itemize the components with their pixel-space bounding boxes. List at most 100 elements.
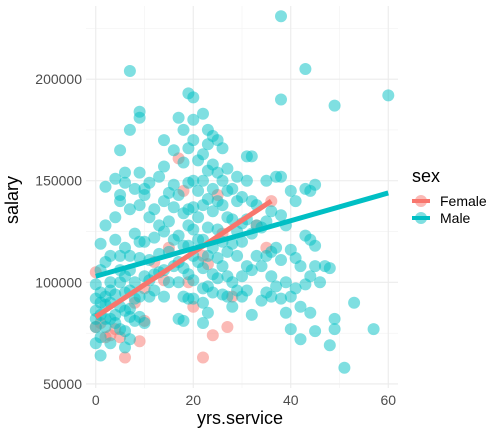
data-point-male bbox=[294, 333, 307, 346]
data-point-male bbox=[304, 306, 317, 319]
data-point-male bbox=[197, 317, 209, 329]
data-point-male bbox=[162, 276, 175, 289]
data-point-male bbox=[172, 189, 185, 201]
data-point-male bbox=[187, 134, 200, 147]
data-point-male bbox=[197, 296, 209, 309]
data-point-male bbox=[338, 361, 351, 374]
data-point-male bbox=[187, 113, 200, 126]
data-point-male bbox=[289, 195, 302, 208]
data-point-male bbox=[206, 205, 219, 218]
data-point-male bbox=[211, 272, 224, 285]
data-point-male bbox=[104, 249, 117, 262]
legend-label-male: Male bbox=[440, 210, 471, 226]
data-point-male bbox=[123, 123, 136, 136]
x-tick-label: 20 bbox=[185, 392, 201, 408]
data-point-male bbox=[284, 323, 297, 336]
data-point-male bbox=[114, 144, 127, 157]
data-point-male bbox=[138, 317, 151, 329]
data-point-male bbox=[304, 270, 317, 283]
data-point-male bbox=[138, 235, 151, 248]
data-point-male bbox=[240, 284, 253, 297]
data-point-male bbox=[167, 201, 180, 214]
data-point-male bbox=[275, 170, 287, 183]
legend-title: sex bbox=[412, 166, 440, 186]
data-point-male bbox=[197, 262, 209, 275]
data-point-male bbox=[104, 276, 117, 289]
data-point-male bbox=[245, 150, 258, 163]
data-point-male bbox=[197, 107, 209, 120]
legend-key-male bbox=[412, 212, 430, 224]
data-point-male bbox=[123, 203, 136, 216]
data-point-female bbox=[133, 335, 146, 348]
data-point-male bbox=[177, 156, 190, 169]
data-point-male bbox=[187, 292, 200, 305]
data-point-male bbox=[162, 215, 175, 228]
data-point-male bbox=[382, 89, 395, 102]
data-point-male bbox=[158, 134, 170, 147]
data-point-male bbox=[270, 280, 283, 293]
data-point-male bbox=[153, 170, 166, 183]
data-point-female bbox=[119, 351, 131, 364]
fit-line-male bbox=[95, 190, 389, 279]
data-point-male bbox=[133, 111, 146, 124]
data-point-male bbox=[279, 276, 292, 289]
data-point-male bbox=[128, 182, 141, 195]
fit-lines-layer bbox=[94, 190, 389, 319]
data-point-male bbox=[187, 274, 200, 287]
data-point-male bbox=[221, 290, 234, 303]
data-point-male bbox=[231, 249, 244, 262]
data-point-male bbox=[231, 170, 244, 183]
y-axis-ticks: 50000 100000 150000 200000 bbox=[35, 71, 82, 392]
data-point-male bbox=[123, 333, 136, 346]
data-point-female bbox=[206, 329, 219, 342]
data-point-male bbox=[119, 166, 131, 179]
data-point-male bbox=[158, 160, 170, 173]
data-point-male bbox=[265, 270, 278, 283]
y-axis-title: salary bbox=[2, 176, 22, 224]
data-point-male bbox=[94, 349, 107, 362]
data-point-male bbox=[206, 286, 219, 299]
data-point-male bbox=[109, 211, 122, 224]
data-point-male bbox=[177, 314, 190, 327]
data-point-male bbox=[265, 205, 278, 218]
y-tick-label: 200000 bbox=[35, 71, 82, 87]
data-point-male bbox=[201, 306, 214, 319]
data-point-male bbox=[167, 144, 180, 157]
data-point-male bbox=[216, 260, 229, 273]
data-point-male bbox=[284, 184, 297, 197]
data-point-male bbox=[216, 174, 229, 187]
data-point-male bbox=[119, 176, 131, 189]
data-point-male bbox=[206, 182, 219, 195]
data-point-male bbox=[172, 111, 185, 124]
data-point-female bbox=[221, 321, 234, 333]
legend-key-female bbox=[412, 195, 430, 207]
data-point-male bbox=[187, 174, 200, 187]
data-point-male bbox=[114, 195, 127, 208]
data-point-male bbox=[192, 184, 205, 197]
data-point-male bbox=[143, 176, 156, 189]
data-point-male bbox=[255, 260, 268, 273]
data-point-male bbox=[240, 174, 253, 187]
data-point-male bbox=[123, 65, 136, 77]
x-tick-label: 0 bbox=[92, 392, 100, 408]
data-point-male bbox=[148, 231, 161, 244]
data-point-male bbox=[328, 323, 341, 336]
data-point-male bbox=[250, 249, 263, 262]
data-point-male bbox=[309, 325, 322, 338]
data-point-male bbox=[187, 201, 200, 214]
data-point-male bbox=[197, 148, 209, 161]
x-axis-ticks: 0 20 40 60 bbox=[92, 392, 396, 408]
data-point-male bbox=[158, 225, 170, 238]
data-point-male bbox=[314, 276, 326, 289]
data-point-male bbox=[94, 237, 107, 250]
data-point-male bbox=[275, 292, 287, 305]
data-point-male bbox=[245, 308, 258, 321]
data-point-male bbox=[299, 63, 312, 75]
data-point-male bbox=[323, 339, 336, 352]
data-point-male bbox=[201, 193, 214, 205]
data-point-male bbox=[270, 241, 283, 254]
data-point-male bbox=[133, 166, 146, 179]
data-point-male bbox=[187, 223, 200, 236]
